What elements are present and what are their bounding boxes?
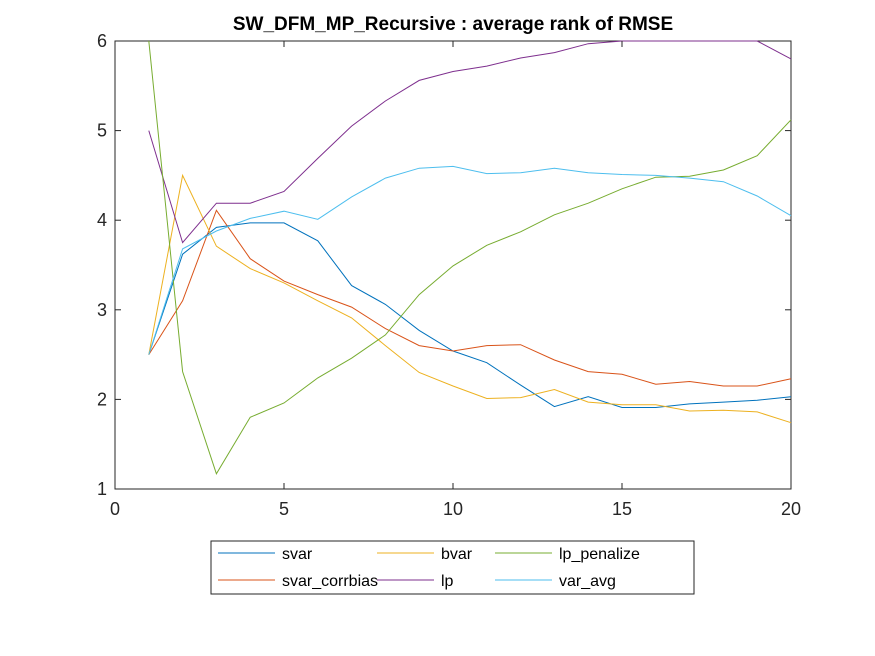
- series-layer: [148, 40, 792, 475]
- y-tick-label: 1: [97, 479, 107, 499]
- x-tick-label: 5: [279, 499, 289, 519]
- series-line-svar: [148, 222, 792, 408]
- series-line-lp: [148, 40, 792, 244]
- legend-box: [210, 540, 695, 595]
- legend-label-svar_corrbias: svar_corrbias: [282, 573, 378, 590]
- plot-area: 0 5 10 15 20 1 2 3 4 5 6: [97, 31, 801, 519]
- series-line-var_avg: [148, 165, 792, 355]
- chart-title: SW_DFM_MP_Recursive : average rank of RM…: [233, 14, 673, 35]
- y-tick-label: 2: [97, 389, 107, 409]
- x-tick-label: 15: [612, 499, 632, 519]
- series-line-bvar: [148, 173, 792, 424]
- y-tick-label: 3: [97, 300, 107, 320]
- legend-label-bvar: bvar: [441, 546, 473, 563]
- legend-label-lp: lp: [441, 573, 454, 590]
- x-tick-label: 20: [781, 499, 801, 519]
- legend-label-svar: svar: [282, 546, 313, 563]
- series-line-svar_corrbias: [148, 209, 792, 387]
- y-tick-label: 5: [97, 121, 107, 141]
- legend-label-var_avg: var_avg: [559, 573, 616, 590]
- legend-label-lp_penalize: lp_penalize: [559, 546, 640, 563]
- tick-layer: 0 5 10 15 20 1 2 3 4 5 6: [97, 31, 801, 519]
- y-tick-label: 6: [97, 31, 107, 51]
- x-tick-label: 0: [110, 499, 120, 519]
- legend: svar bvar lp_penalize svar_corrbias lp var_av…: [210, 540, 695, 595]
- y-tick-label: 4: [97, 210, 107, 230]
- series-line-lp_penalize: [148, 40, 792, 475]
- axes-box: [114, 40, 792, 490]
- x-tick-label: 10: [443, 499, 463, 519]
